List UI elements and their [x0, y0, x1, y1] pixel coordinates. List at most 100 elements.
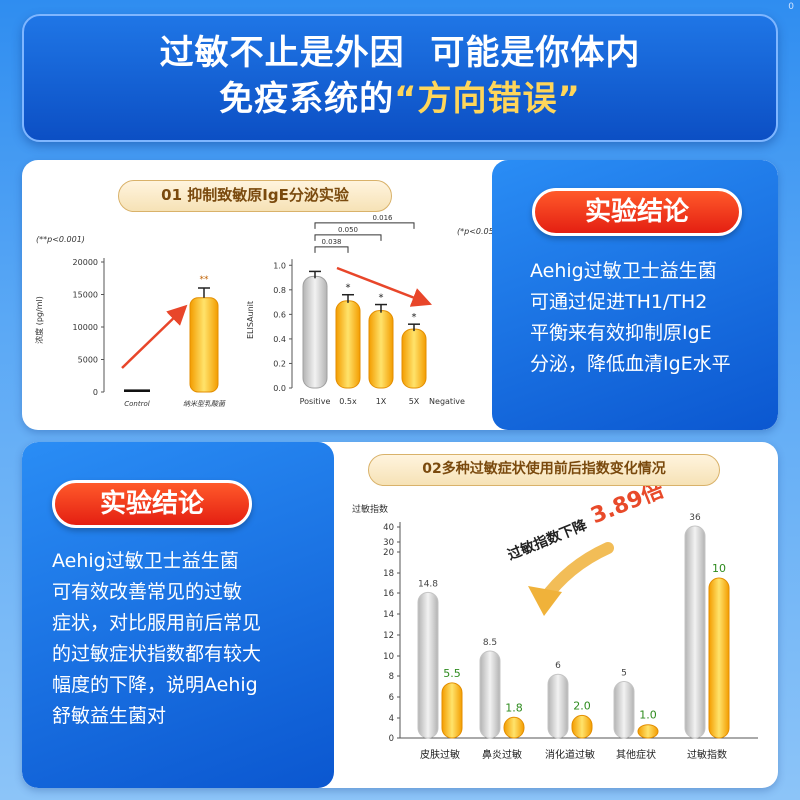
y-tick-label: 16 [383, 589, 394, 599]
bar-before [613, 681, 635, 739]
y-tick-label: 0.4 [273, 335, 286, 344]
y-axis-label: ELISAunit [246, 301, 255, 339]
chart-annotation: (*p<0.05) [457, 227, 497, 236]
bar-before [417, 591, 439, 739]
experiment-1-title: 01 抑制致敏原IgE分泌实验 [118, 180, 392, 212]
bar-1 [335, 300, 361, 389]
data-label-before: 6 [555, 661, 561, 671]
x-tick-label: 过敏指数 [687, 748, 727, 761]
experiment-2-conclusion-label: 实验结论 [52, 480, 252, 528]
annotation-value: 3.89倍 [587, 486, 667, 529]
y-tick-label: 10000 [73, 323, 98, 332]
y-tick-label: 0 [93, 388, 98, 397]
data-label-after: 1.0 [639, 709, 657, 722]
x-tick-label: 纳米型乳酸菌 [183, 400, 226, 408]
experiment-2-card: 实验结论 Aehig过敏卫士益生菌 可有效改善常见的过敏 症状，对比服用前后常见… [22, 442, 778, 788]
x-tick-label: 其他症状 [616, 748, 656, 761]
y-tick-label: 1.0 [273, 261, 286, 270]
bar-after [637, 724, 659, 739]
chart-ige-concentration: (**p<0.001) 0 5000 10000 15000 20000 浓度 (pg/ml… [34, 235, 226, 408]
headline-line-2: 免疫系统的“方向错误” [24, 76, 776, 122]
significance-mark: * [346, 283, 351, 294]
x-tick-label: 0.5x [339, 397, 357, 406]
data-label-before: 36 [689, 513, 701, 523]
data-label-before: 5 [621, 669, 627, 679]
header-banner: 过敏不止是外因 可能是你体内 免疫系统的“方向错误” [22, 14, 778, 142]
y-tick-label: 10 [383, 652, 394, 662]
headline-highlight: “方向错误” [394, 79, 581, 119]
significance-bracket [314, 246, 349, 253]
x-tick-label: Control [124, 400, 150, 408]
x-tick-label: 消化道过敏 [545, 748, 595, 761]
annotation-prefix: 过敏指数下降 [505, 516, 590, 564]
y-tick-label: 0.6 [273, 310, 286, 319]
conclusion-line: 舒敏益生菌对 [52, 705, 167, 727]
experiment-1-conclusion-label: 实验结论 [532, 188, 742, 236]
experiment-1-conclusion-panel: 实验结论 Aehig过敏卫士益生菌 可通过促进TH1/TH2 平衡来有效抑制原I… [492, 160, 778, 430]
experiment-2-conclusion-panel: 实验结论 Aehig过敏卫士益生菌 可有效改善常见的过敏 症状，对比服用前后常见… [22, 442, 334, 788]
decrease-arrow-head [528, 586, 562, 616]
experiment-1-conclusion-text: Aehig过敏卫士益生菌 可通过促进TH1/TH2 平衡来有效抑制原IgE 分泌… [530, 256, 731, 380]
bracket-label: 0.050 [338, 226, 358, 234]
bar-before [684, 525, 706, 739]
significance-bracket [314, 222, 415, 229]
conclusion-line: 症状，对比服用前后常见 [52, 612, 262, 634]
data-label-after: 1.8 [505, 701, 523, 714]
y-tick-label: 40 [383, 523, 394, 533]
conclusion-line: 幅度的下降，说明Aehig [52, 674, 258, 696]
data-label-after: 10 [712, 562, 726, 575]
significance-mark: * [379, 293, 384, 304]
y-tick-label: 6 [389, 693, 394, 703]
x-tick-label: Positive [300, 397, 331, 406]
experiment-2-title: 02多种过敏症状使用前后指数变化情况 [368, 454, 720, 486]
conclusion-line: 可通过促进TH1/TH2 [530, 291, 708, 313]
conclusion-line: Aehig过敏卫士益生菌 [530, 260, 717, 282]
y-tick-label: 20 [383, 548, 394, 558]
conclusion-line: 分泌，降低血清IgE水平 [530, 353, 731, 375]
y-tick-label: 0.8 [273, 286, 286, 295]
y-tick-label: 0.2 [273, 359, 286, 368]
conclusion-line: Aehig过敏卫士益生菌 [52, 550, 239, 572]
conclusion-line: 平衡来有效抑制原IgE [530, 322, 712, 344]
bar-control [124, 389, 150, 392]
y-tick-label: 0.0 [273, 384, 286, 393]
data-label-after: 5.5 [443, 667, 461, 680]
data-label-before: 8.5 [483, 638, 497, 648]
significance-bracket [314, 234, 382, 241]
bar-3 [401, 328, 427, 389]
bar-after [571, 714, 593, 739]
page-number: 0 [788, 2, 794, 12]
trend-arrow [336, 266, 432, 307]
bar-after [708, 577, 730, 739]
x-tick-label: 鼻炎过敏 [482, 748, 522, 761]
y-axis-label: 过敏指数 [352, 503, 388, 515]
bar-0 [302, 275, 328, 389]
y-tick-label: 12 [383, 631, 394, 641]
trend-arrow [121, 304, 188, 369]
headline-part-3: 免疫系统的 [219, 79, 395, 119]
significance-mark: * [412, 312, 417, 323]
data-label-before: 14.8 [418, 579, 438, 589]
bar-before [547, 673, 569, 739]
conclusion-line: 的过敏症状指数都有较大 [52, 643, 262, 665]
y-tick-label: 18 [383, 569, 394, 579]
x-tick-label: 5X [409, 397, 420, 406]
x-tick-label: Negative [429, 397, 465, 406]
y-axis-label: 浓度 (pg/ml) [34, 296, 44, 344]
bar-after [503, 716, 525, 739]
bracket-label: 0.038 [321, 238, 341, 246]
y-tick-label: 30 [383, 538, 394, 548]
y-tick-label: 5000 [78, 356, 98, 365]
bar-probiotic [189, 297, 219, 393]
y-tick-label: 14 [383, 610, 394, 620]
y-tick-label: 0 [389, 734, 394, 744]
chart-elisa-unit: (*p<0.05) 0.0 0.2 0.4 0.6 0.8 1.0 ELISAunit 0.03… [246, 214, 497, 406]
conclusion-line: 可有效改善常见的过敏 [52, 581, 243, 603]
chart-annotation: (**p<0.001) [36, 235, 85, 244]
bracket-label: 0.016 [372, 214, 393, 222]
headline-part-2: 可能是你体内 [430, 33, 641, 73]
headline-part-1: 过敏不止是外因 [159, 33, 405, 73]
bar-after [441, 682, 463, 739]
y-tick-label: 8 [389, 672, 394, 682]
